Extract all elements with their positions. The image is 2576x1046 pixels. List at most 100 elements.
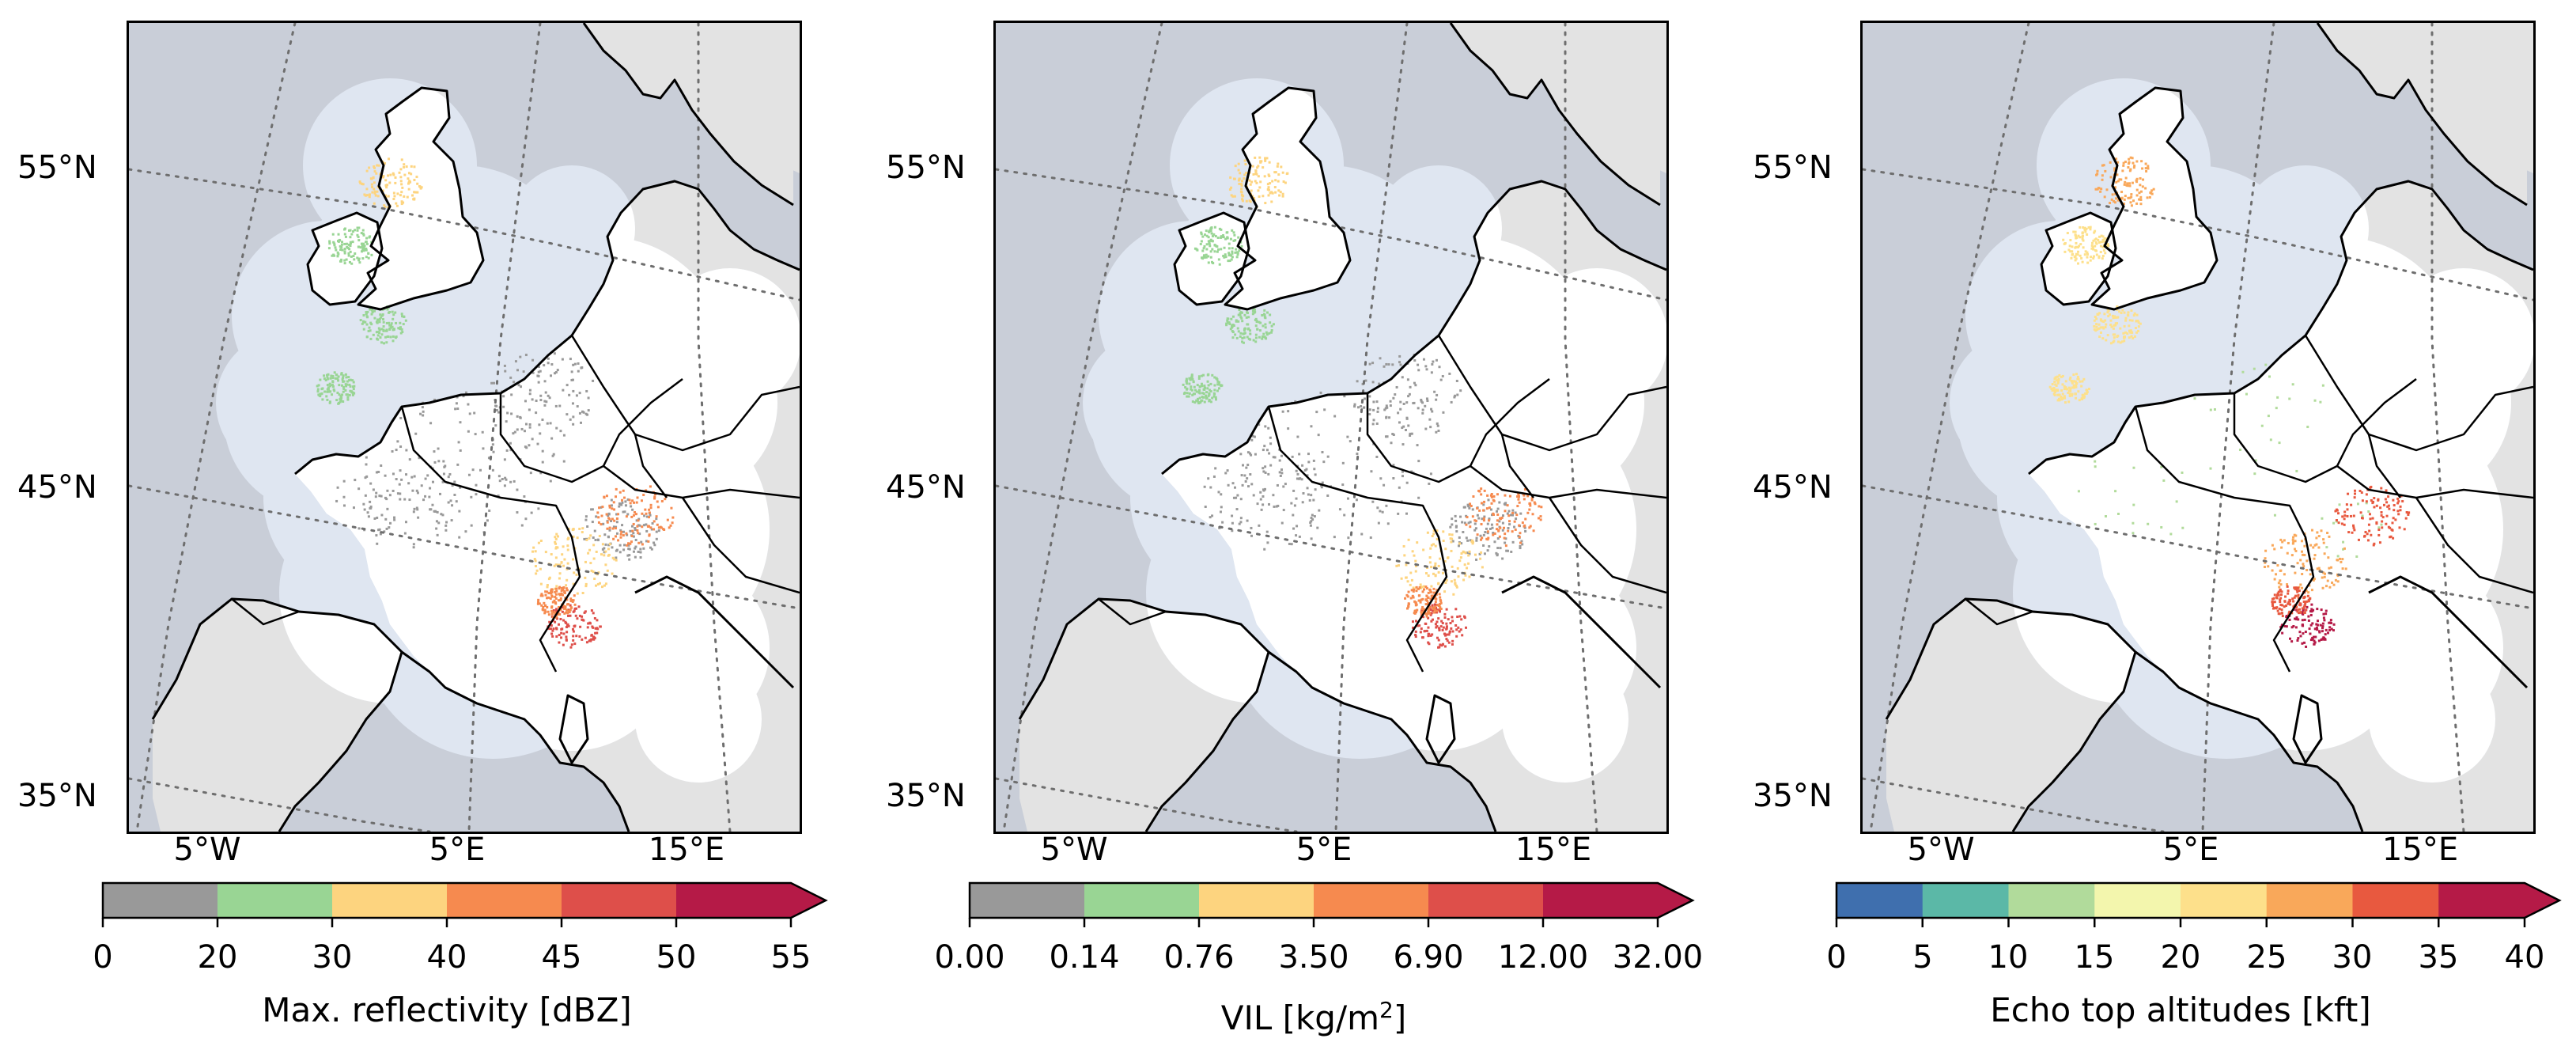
- precip-pixel: [407, 177, 410, 180]
- precip-pixel: [595, 515, 598, 518]
- precip-pixel: [562, 388, 565, 392]
- precip-pixel: [2144, 167, 2147, 170]
- precip-pixel: [2086, 256, 2089, 259]
- precip-pixel: [1477, 489, 1481, 492]
- precip-pixel: [1454, 584, 1458, 587]
- precip-pixel: [583, 611, 586, 614]
- precip-pixel: [2123, 311, 2126, 314]
- precip-pixel: [1310, 425, 1313, 428]
- precip-pixel: [1434, 574, 1437, 578]
- precip-pixel: [503, 458, 506, 461]
- lat-label-35n: 35°N: [1753, 778, 1833, 814]
- coastlines: [1018, 23, 1666, 832]
- precip-pixel: [648, 516, 651, 519]
- precip-pixel: [2077, 250, 2080, 253]
- coastline: [1425, 694, 1456, 764]
- precip-pixel: [2067, 391, 2070, 394]
- precip-pixel: [1430, 594, 1433, 597]
- land-sweden: [1581, 23, 1666, 173]
- precip-pixel: [1238, 182, 1241, 185]
- precip-pixel: [1399, 363, 1402, 366]
- precip-pixel: [1405, 512, 1408, 515]
- precip-pixel: [2311, 636, 2314, 639]
- precip-pixel: [1355, 498, 1358, 502]
- precip-pixel: [668, 526, 671, 529]
- precip-pixel: [470, 524, 473, 527]
- precip-pixel: [562, 632, 566, 635]
- precip-pixel: [1246, 519, 1249, 522]
- precip-pixel: [1488, 506, 1491, 510]
- precip-pixel: [1386, 435, 1389, 438]
- precip-pixel: [405, 449, 408, 452]
- precip-pixel: [642, 524, 645, 527]
- precip-pixel: [557, 563, 560, 567]
- precip-pixel: [1467, 562, 1470, 565]
- precip-pixel: [1306, 487, 1309, 490]
- precip-pixel: [2119, 341, 2122, 344]
- precip-pixel: [328, 382, 331, 385]
- precip-pixel: [1320, 486, 1323, 489]
- precip-pixel: [357, 245, 361, 248]
- precip-pixel: [2114, 316, 2117, 319]
- precip-pixel: [2128, 196, 2132, 199]
- precip-pixel: [401, 331, 404, 334]
- precip-pixel: [1511, 530, 1514, 533]
- precip-pixel: [2079, 243, 2082, 246]
- precip-pixel: [2288, 637, 2291, 640]
- precip-pixel: [1424, 572, 1428, 575]
- precip-pixel: [573, 624, 576, 627]
- precip-pixel: [1424, 622, 1428, 625]
- precip-pixel: [2263, 566, 2266, 569]
- precip-pixel: [415, 489, 418, 492]
- precip-pixel: [1387, 363, 1390, 366]
- precip-pixel: [394, 311, 397, 314]
- precip-pixel: [1491, 526, 1494, 529]
- precip-pixel: [1233, 486, 1236, 489]
- precip-pixel: [1292, 527, 1296, 530]
- precip-pixel: [1213, 225, 1216, 229]
- precip-pixel: [352, 230, 355, 233]
- precip-pixel: [365, 169, 369, 172]
- precip-pixel: [558, 563, 562, 567]
- precip-pixel: [413, 507, 416, 510]
- precip-pixel: [1252, 339, 1255, 342]
- precip-pixel: [604, 543, 607, 546]
- precip-pixel: [2313, 554, 2317, 557]
- precip-pixel: [2097, 256, 2101, 260]
- precip-pixel: [628, 498, 631, 502]
- precip-pixel: [648, 508, 651, 511]
- precip-pixel: [1265, 331, 1268, 334]
- precip-pixel: [648, 533, 651, 536]
- precip-pixel: [2313, 642, 2316, 646]
- precip-pixel: [2127, 166, 2130, 169]
- precip-pixel: [1353, 403, 1356, 406]
- precip-pixel: [552, 608, 555, 612]
- precip-pixel: [1250, 438, 1254, 442]
- precip-pixel: [653, 544, 656, 547]
- precip-pixel: [1407, 605, 1410, 608]
- precip-pixel: [1306, 474, 1309, 477]
- precip-pixel: [597, 516, 600, 519]
- precip-pixel: [342, 376, 345, 379]
- precip-pixel: [1254, 318, 1257, 321]
- country-border: [1965, 598, 2033, 626]
- precip-pixel: [1405, 481, 1409, 484]
- precip-pixel: [572, 415, 575, 419]
- precip-pixel: [495, 409, 498, 412]
- precip-pixel: [1232, 231, 1235, 234]
- cbar-tick: 40: [2504, 939, 2545, 976]
- precip-pixel: [2101, 238, 2105, 241]
- precip-pixel: [1379, 357, 1382, 360]
- precip-pixel: [453, 493, 456, 496]
- precip-pixel: [2115, 197, 2118, 200]
- precip-pixel: [611, 546, 614, 549]
- precip-pixel: [554, 587, 557, 590]
- precip-pixel: [2316, 628, 2319, 631]
- precip-pixel: [2316, 531, 2319, 534]
- precip-pixel: [1411, 550, 1414, 553]
- precip-pixel: [1284, 483, 1287, 486]
- precip-pixel: [2090, 247, 2094, 250]
- precip-pixel: [562, 460, 566, 463]
- precip-pixel: [1217, 248, 1220, 251]
- graticule: [996, 23, 1666, 832]
